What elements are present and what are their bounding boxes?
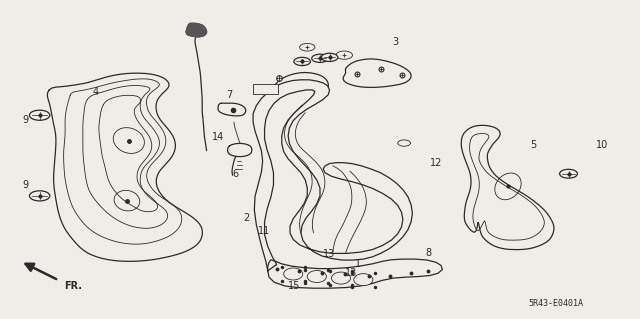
Text: 2: 2 <box>244 213 250 223</box>
Circle shape <box>397 140 410 146</box>
Circle shape <box>321 53 338 62</box>
Ellipse shape <box>284 268 303 280</box>
Text: 14: 14 <box>212 132 224 142</box>
Text: 15: 15 <box>289 281 301 291</box>
Ellipse shape <box>332 272 351 284</box>
Circle shape <box>29 191 50 201</box>
Text: 13: 13 <box>323 249 336 259</box>
Text: 5: 5 <box>531 140 536 150</box>
Text: 9: 9 <box>22 180 29 190</box>
Text: 6: 6 <box>233 169 239 179</box>
FancyBboxPatch shape <box>253 84 278 94</box>
Text: 5R43-E0401A: 5R43-E0401A <box>528 299 583 308</box>
Circle shape <box>29 110 50 120</box>
Text: FR.: FR. <box>64 281 82 291</box>
Circle shape <box>336 51 353 59</box>
Text: 8: 8 <box>425 248 431 258</box>
Text: 11: 11 <box>258 226 270 236</box>
Text: 12: 12 <box>431 158 443 168</box>
Text: 4: 4 <box>93 86 99 97</box>
Polygon shape <box>186 24 207 37</box>
Text: 1: 1 <box>355 259 362 269</box>
Circle shape <box>559 169 577 178</box>
Text: 3: 3 <box>392 38 398 48</box>
Text: 9: 9 <box>22 115 29 125</box>
Text: 13: 13 <box>344 268 356 278</box>
Circle shape <box>300 43 315 51</box>
Circle shape <box>312 54 328 63</box>
Ellipse shape <box>354 274 373 286</box>
Circle shape <box>294 57 310 66</box>
Text: 10: 10 <box>596 140 608 150</box>
Text: 7: 7 <box>227 90 232 100</box>
Ellipse shape <box>307 271 326 283</box>
